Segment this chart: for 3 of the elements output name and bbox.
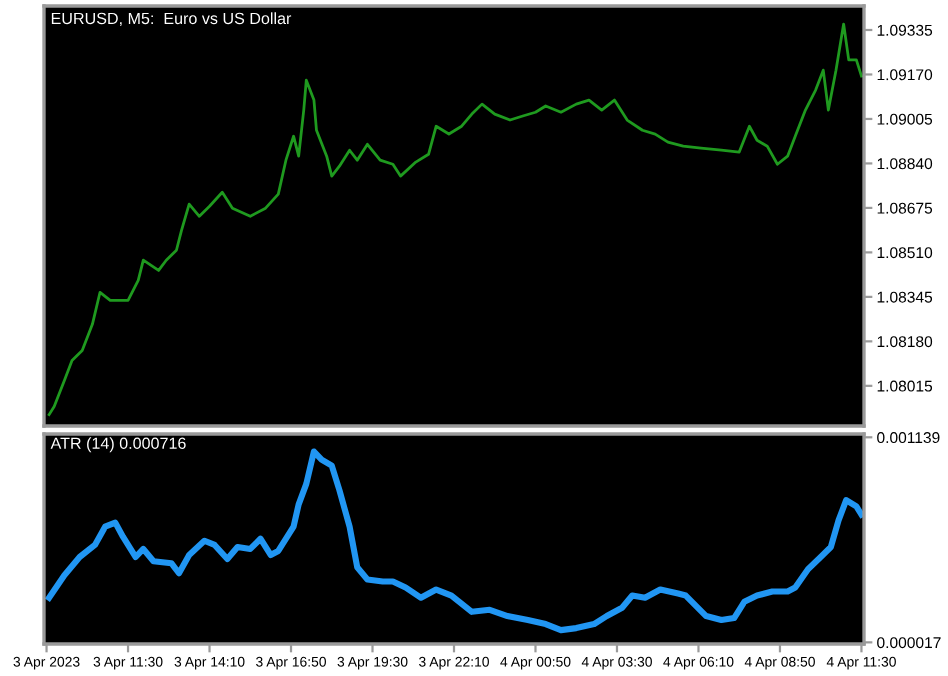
- chart-title: EURUSD, M5: Euro vs US Dollar: [51, 12, 292, 27]
- chart-title: ATR (14) 0.000716: [50, 437, 186, 453]
- line-series: [47, 22, 863, 417]
